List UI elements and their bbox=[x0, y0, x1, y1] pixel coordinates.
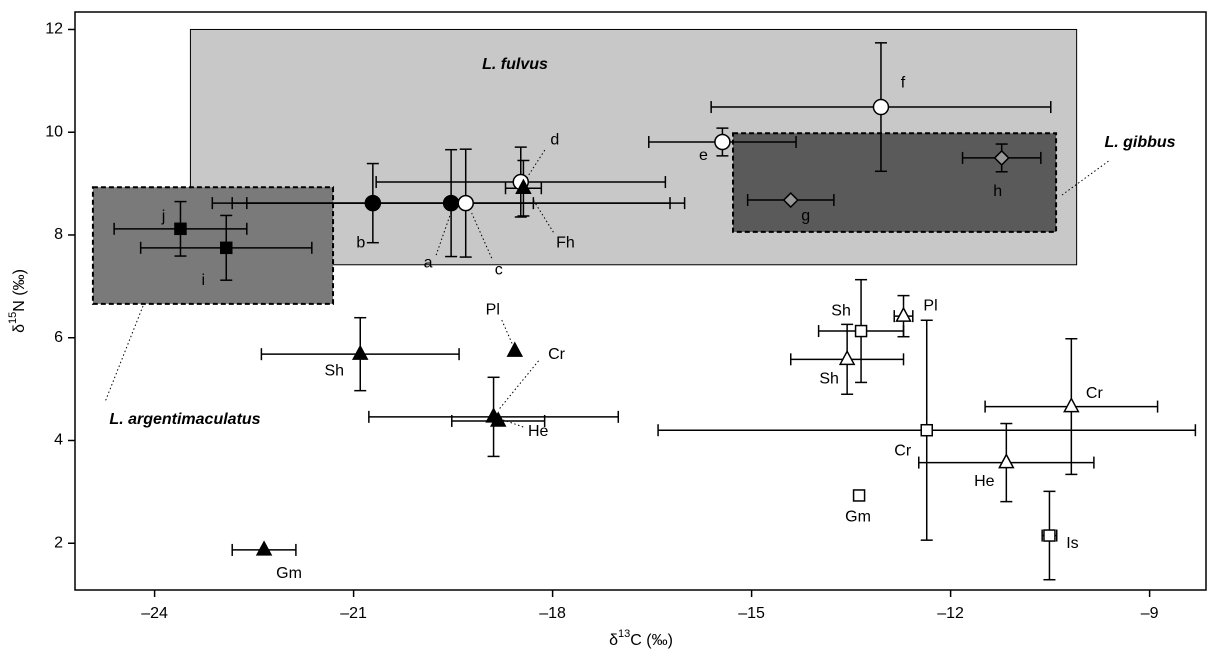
point bbox=[782, 191, 799, 209]
point-label: j bbox=[161, 208, 166, 225]
x-tick-label: –12 bbox=[937, 605, 964, 622]
x-axis-title-part: δ bbox=[609, 632, 618, 649]
region bbox=[732, 132, 1058, 233]
point bbox=[515, 178, 532, 194]
point bbox=[852, 489, 866, 502]
point-label: b bbox=[356, 234, 365, 251]
region-label: L. gibbus bbox=[1104, 134, 1175, 151]
point bbox=[174, 222, 187, 236]
point bbox=[489, 411, 507, 427]
point-label: e bbox=[699, 147, 708, 164]
point-label: Fh bbox=[556, 234, 575, 251]
point-label: g bbox=[801, 207, 810, 224]
leader-line bbox=[498, 360, 539, 411]
leader-line bbox=[526, 149, 546, 179]
plot-frame bbox=[74, 11, 1207, 591]
y-axis-title-part: N (‰) bbox=[11, 269, 28, 312]
leader-line bbox=[501, 319, 514, 346]
leader-line bbox=[471, 212, 493, 259]
y-tick-label: 8 bbox=[54, 226, 63, 243]
region-label: L. argentimaculatus bbox=[109, 411, 260, 428]
point-label: Gm bbox=[276, 565, 302, 582]
point bbox=[1063, 396, 1080, 413]
point-label: Cr bbox=[548, 346, 566, 363]
point-label: Sh bbox=[831, 302, 851, 319]
x-tick-label: –21 bbox=[340, 605, 367, 622]
y-tick-label: 10 bbox=[45, 123, 63, 140]
point bbox=[506, 341, 524, 357]
point-label: Cr bbox=[894, 442, 912, 459]
point-label: Is bbox=[1066, 535, 1078, 552]
leader-line bbox=[104, 305, 144, 403]
y-tick-label: 6 bbox=[54, 329, 63, 346]
region-label: L. fulvus bbox=[482, 56, 548, 73]
point-label: He bbox=[528, 423, 549, 440]
point bbox=[920, 423, 933, 437]
point bbox=[219, 241, 233, 255]
point bbox=[364, 194, 382, 212]
point bbox=[872, 98, 890, 116]
point bbox=[442, 194, 460, 212]
point-label: i bbox=[201, 272, 205, 289]
y-tick-label: 4 bbox=[54, 432, 63, 449]
y-axis-title: δ15N (‰) bbox=[7, 269, 28, 333]
point-label: Sh bbox=[819, 371, 839, 388]
point bbox=[351, 344, 369, 360]
point-label: Cr bbox=[1086, 385, 1104, 402]
point-label: Pl bbox=[486, 301, 500, 318]
point-label: d bbox=[550, 131, 559, 148]
x-tick-label: –15 bbox=[738, 605, 765, 622]
point bbox=[714, 133, 731, 151]
point bbox=[854, 324, 868, 338]
point-label: Gm bbox=[845, 509, 871, 526]
y-axis-title-sup: 15 bbox=[7, 312, 19, 324]
point-label: He bbox=[974, 473, 995, 490]
y-tick-label: 2 bbox=[54, 534, 63, 551]
y-tick-label: 12 bbox=[45, 21, 63, 38]
x-axis-title-sup: 13 bbox=[618, 628, 630, 640]
x-tick-label: –9 bbox=[1141, 605, 1159, 622]
point-label: Sh bbox=[324, 362, 344, 379]
y-axis-title-part: δ bbox=[11, 324, 28, 333]
x-axis-title-part: C (‰) bbox=[630, 632, 673, 649]
point-label: f bbox=[901, 74, 906, 91]
x-tick-label: –24 bbox=[141, 605, 168, 622]
x-tick-label: –18 bbox=[539, 605, 566, 622]
point bbox=[993, 149, 1010, 166]
point bbox=[1043, 529, 1056, 542]
point bbox=[895, 306, 912, 322]
point-label: a bbox=[424, 254, 433, 271]
point-label: Pl bbox=[923, 297, 937, 314]
point bbox=[998, 453, 1015, 469]
point bbox=[255, 540, 273, 556]
point-label: h bbox=[993, 183, 1002, 200]
point-label: c bbox=[495, 261, 503, 278]
point bbox=[838, 349, 856, 366]
x-axis-title: δ13C (‰) bbox=[609, 628, 673, 649]
point bbox=[457, 194, 474, 212]
